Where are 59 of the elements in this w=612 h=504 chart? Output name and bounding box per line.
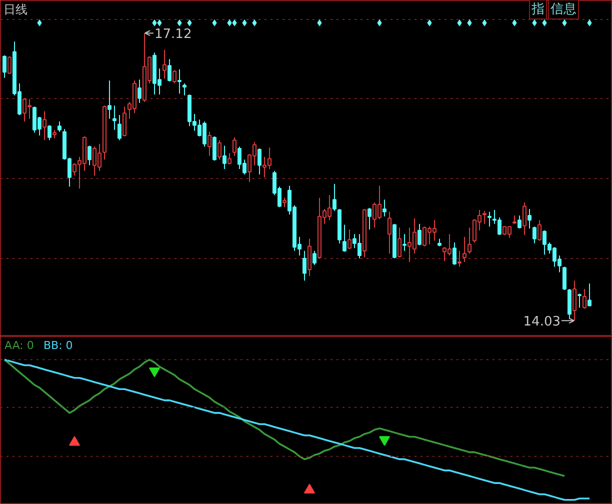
- candlestick: [348, 228, 352, 250]
- candlestick: [482, 210, 486, 224]
- candlestick: [218, 140, 222, 160]
- annotation: 17.12: [154, 27, 192, 42]
- candlestick: [382, 199, 386, 217]
- candlestick: [462, 236, 466, 263]
- candlestick: [342, 224, 346, 252]
- candlestick: [8, 56, 12, 75]
- candlestick: [2, 54, 6, 78]
- candlestick: [112, 105, 116, 130]
- candlestick: [468, 227, 472, 254]
- candlestick: [528, 208, 532, 230]
- candlestick: [212, 136, 216, 162]
- candlestick: [458, 250, 462, 268]
- candlestick: [228, 152, 232, 165]
- candlestick: [588, 282, 592, 306]
- candlestick: [572, 280, 576, 322]
- annotation: 指: [530, 2, 544, 17]
- candlestick: [88, 145, 92, 166]
- candlestick: [418, 223, 422, 246]
- candlestick: [42, 110, 46, 141]
- candlestick: [302, 250, 306, 282]
- candlestick: [282, 197, 286, 208]
- candlestick: [532, 226, 536, 244]
- candlestick: [222, 145, 226, 170]
- candlestick: [168, 58, 172, 82]
- candlestick: [182, 82, 186, 96]
- candlestick: [162, 49, 166, 80]
- series-label: BB: 0: [44, 339, 73, 352]
- candlestick: [488, 211, 492, 228]
- candlestick: [312, 250, 316, 266]
- candlestick: [402, 234, 406, 252]
- candlestick: [538, 220, 542, 242]
- candlestick: [518, 215, 522, 230]
- candlestick: [308, 238, 312, 276]
- candlestick: [58, 120, 62, 132]
- candlestick: [388, 211, 392, 254]
- candlestick: [522, 202, 526, 236]
- candlestick: [562, 266, 566, 290]
- candlestick: [48, 124, 52, 141]
- candlestick: [582, 288, 586, 310]
- series-label: AA: 0: [4, 339, 34, 352]
- candlestick: [578, 293, 582, 308]
- chart-title: 日线: [4, 2, 28, 16]
- candlestick: [232, 136, 236, 156]
- candlestick: [452, 242, 456, 266]
- candlestick: [398, 227, 402, 258]
- candlestick: [258, 148, 262, 176]
- annotation: 信息: [550, 2, 576, 17]
- candlestick: [178, 68, 182, 94]
- candlestick: [332, 183, 336, 212]
- candlestick: [172, 70, 176, 84]
- candlestick: [138, 79, 142, 104]
- candlestick: [122, 106, 126, 137]
- candlestick: [108, 80, 112, 120]
- candlestick: [208, 131, 212, 156]
- candlestick: [368, 208, 372, 230]
- annotation: 14.03: [523, 314, 560, 330]
- candlestick: [118, 114, 122, 141]
